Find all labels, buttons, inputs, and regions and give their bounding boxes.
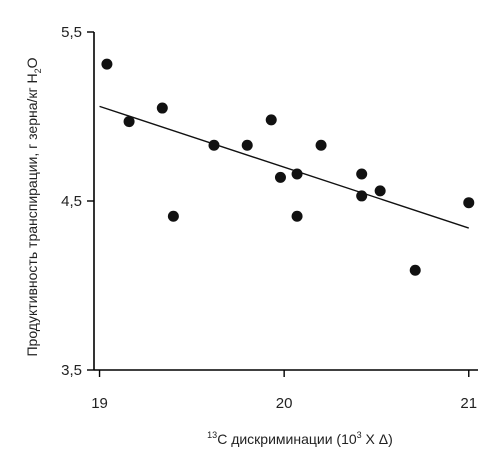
x-axis-title: 13C дискриминации (103 X Δ) bbox=[207, 430, 393, 447]
data-point bbox=[291, 210, 303, 222]
x-axis-title-sup: 13 bbox=[207, 430, 217, 440]
data-point bbox=[208, 139, 220, 151]
data-point bbox=[241, 139, 253, 151]
data-point bbox=[409, 264, 421, 276]
x-axis-title-end: X Δ) bbox=[362, 431, 393, 447]
data-point bbox=[463, 197, 475, 209]
y-axis-title: Продуктивность транспирации, г зерна/кг … bbox=[24, 57, 43, 356]
ticks: 3,5 4,5 5,5 19 20 21 bbox=[61, 24, 477, 412]
x-axis-title-main: C дискриминации (10 bbox=[217, 431, 357, 447]
x-tick-label: 21 bbox=[460, 395, 477, 412]
trendline bbox=[99, 105, 469, 229]
data-point bbox=[156, 102, 168, 114]
y-tick-label: 4,5 bbox=[61, 193, 82, 210]
data-point bbox=[356, 190, 368, 202]
y-tick-label: 5,5 bbox=[61, 24, 82, 41]
data-point bbox=[167, 210, 179, 222]
data-point bbox=[315, 139, 327, 151]
data-point bbox=[374, 185, 386, 197]
data-point bbox=[101, 58, 113, 70]
x-tick-label: 20 bbox=[276, 395, 293, 412]
x-axis-title-sup2: 3 bbox=[357, 430, 362, 440]
trendline-group bbox=[99, 105, 469, 229]
data-point bbox=[123, 116, 135, 128]
axes bbox=[93, 32, 478, 371]
data-points bbox=[101, 58, 475, 276]
data-point bbox=[356, 168, 368, 180]
y-axis-title-end: O bbox=[24, 57, 40, 68]
y-tick-label: 3,5 bbox=[61, 362, 82, 379]
y-axis-title-sub: 2 bbox=[33, 68, 43, 73]
data-point bbox=[291, 168, 303, 180]
x-tick-label: 19 bbox=[91, 395, 108, 412]
data-point bbox=[265, 114, 277, 126]
data-point bbox=[274, 171, 286, 183]
y-axis-title-main: Продуктивность транспирации, г зерна/кг … bbox=[24, 73, 40, 356]
